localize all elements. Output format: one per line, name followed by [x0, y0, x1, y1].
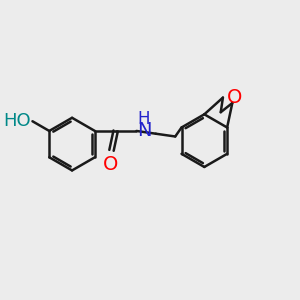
Text: H: H [137, 110, 150, 128]
Text: N: N [137, 121, 152, 140]
Text: HO: HO [3, 112, 30, 130]
Text: O: O [102, 155, 118, 174]
Text: O: O [226, 88, 242, 107]
